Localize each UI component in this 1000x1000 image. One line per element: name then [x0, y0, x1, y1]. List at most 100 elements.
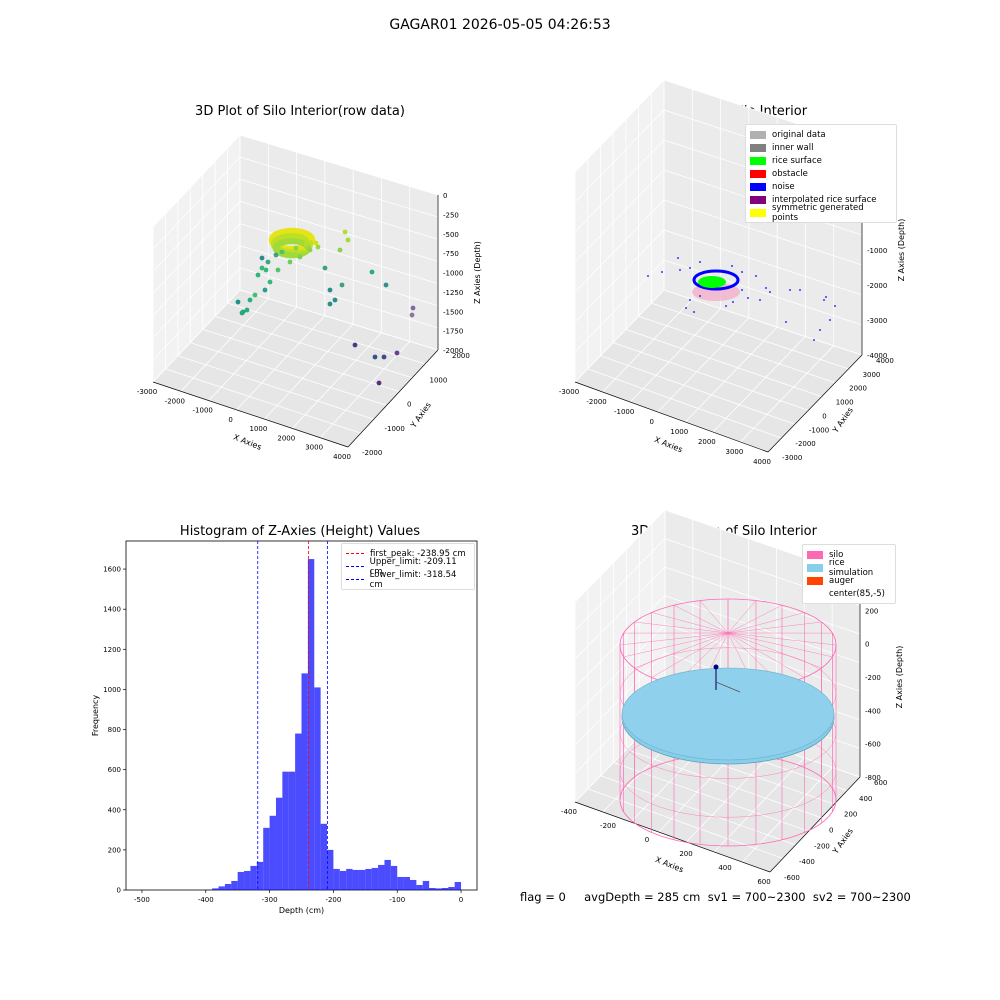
raw-gridline	[152, 179, 241, 272]
raw-data-point	[259, 255, 265, 261]
raw-y-axis-label: Y Axies	[408, 401, 433, 431]
histogram-y-tick-label: 200	[108, 846, 121, 854]
classify-legend-entry: interpolated rice surface	[750, 193, 892, 206]
raw-data-point	[259, 265, 265, 271]
classify-noise-point	[677, 257, 679, 259]
simulation-legend-entry: center(85,-5)	[807, 587, 891, 600]
simulation-y-tick-label: 600	[874, 779, 887, 787]
classify-legend-label: rice surface	[772, 155, 822, 166]
silo-wireframe-line	[651, 632, 729, 678]
histogram-bar	[371, 867, 379, 890]
raw-x-axis-label: X Axies	[232, 432, 263, 451]
classify-noise-point	[647, 275, 649, 277]
simulation-gridline	[600, 775, 796, 846]
classify-noise-point	[834, 305, 836, 307]
raw-y-tick-label: 1000	[430, 376, 448, 384]
raw-back-pane	[240, 135, 438, 350]
histogram-y-tick-label: 1400	[103, 606, 121, 614]
raw-x-axis-line	[152, 381, 349, 448]
classify-legend-entry: rice surface	[750, 154, 892, 167]
histogram-x-axis-label: Depth (cm)	[279, 906, 324, 915]
classify-noise-point	[785, 321, 787, 323]
histogram-y-tick-label: 0	[117, 887, 121, 895]
simulation-x-tick-label: -200	[600, 822, 616, 830]
classify-gridline	[663, 289, 863, 356]
simulation-gridline	[686, 748, 777, 843]
histogram-bar	[333, 868, 340, 890]
histogram-title: Histogram of Z-Axies (Height) Values	[179, 524, 421, 539]
status-footer: flag = 0 avgDepth = 285 cm sv1 = 700~230…	[520, 890, 911, 904]
simulation-x-axis-line	[574, 801, 771, 873]
raw-gridline	[180, 298, 269, 392]
raw-z-axis-label: Z Axies (Depth)	[473, 241, 482, 304]
classify-x-tick-label: -1000	[614, 408, 634, 416]
classify-gridline	[663, 229, 863, 296]
simulation-gridline	[664, 566, 861, 635]
raw-data-point	[313, 240, 319, 246]
classify-legend-swatch	[750, 195, 766, 204]
classify-gridline	[574, 169, 665, 263]
histogram-legend-swatch	[346, 579, 364, 580]
histogram-y-tick-label: 800	[108, 726, 121, 734]
histogram-legend-label: Lower_limit: -318.54 cm	[369, 569, 457, 590]
classify-gridline	[574, 199, 665, 293]
raw-x-tick-label: -2000	[165, 397, 185, 405]
raw-data-point	[342, 229, 348, 235]
histogram-bar	[378, 864, 385, 890]
classify-gridline	[651, 302, 849, 370]
classify-floor-pane	[575, 290, 862, 452]
classify-rice-surface	[698, 276, 726, 288]
classify-noise-point	[823, 299, 825, 301]
raw-axes-box	[152, 134, 439, 448]
raw-z-tick-label: -750	[443, 250, 459, 258]
simulation-z-tick-label: -800	[865, 774, 881, 782]
classify-legend-label: obstacle	[772, 168, 808, 179]
silo-wireframe-line	[651, 612, 729, 634]
raw-gridline	[239, 267, 439, 329]
simulation-x-tick-label: 0	[645, 836, 649, 844]
simulation-y-tick-label: -200	[814, 842, 830, 850]
classify-gridline	[574, 109, 665, 203]
classify-noise-point	[732, 301, 734, 303]
histogram-bar	[327, 849, 334, 890]
histogram-x-tick-label: -300	[262, 896, 278, 904]
histogram-x-tick-label: 0	[459, 896, 463, 904]
histogram-bar	[212, 888, 219, 890]
classify-y-tick-label: 4000	[876, 357, 894, 365]
simulation-x-tick-label: 200	[679, 850, 692, 858]
histogram-bar	[307, 559, 315, 890]
raw-gridline	[208, 306, 297, 401]
classify-points	[647, 257, 836, 341]
histogram-bar	[454, 881, 462, 890]
raw-data-point	[322, 265, 328, 271]
simulation-legend-entry: silo	[807, 548, 891, 561]
classify-legend-label: interpolated rice surface	[772, 194, 877, 205]
raw-gridline	[165, 368, 361, 434]
raw-gridline	[227, 302, 426, 365]
silo-wireframe-line	[727, 604, 783, 634]
histogram-bar	[403, 876, 410, 890]
raw-data-point	[327, 301, 333, 307]
histogram-bar	[416, 884, 423, 890]
classify-legend-swatch	[750, 156, 766, 165]
classify-left-pane	[575, 80, 664, 382]
raw-z-tick-label: -500	[443, 231, 459, 239]
raw-data-point	[297, 254, 303, 260]
classify-x-tick-label: 4000	[753, 458, 771, 466]
histogram-bar	[250, 865, 257, 890]
histogram-x-tick-label: -100	[389, 896, 405, 904]
raw-z-tick-label: -1750	[443, 328, 463, 336]
raw-data-point	[369, 269, 375, 275]
simulation-gridline	[664, 623, 861, 692]
simulation-y-tick-label: -400	[799, 858, 815, 866]
histogram-legend-swatch	[346, 553, 364, 554]
raw-gridline	[291, 332, 382, 429]
raw-data-point	[252, 292, 258, 298]
raw-x-tick-label: -3000	[137, 388, 157, 396]
classify-x-tick-label: 0	[649, 418, 653, 426]
silo-wireframe-line	[727, 632, 822, 669]
raw-gridline	[190, 342, 387, 406]
raw-data-point	[235, 299, 241, 305]
raw-gridline	[152, 267, 241, 361]
raw-data-point	[345, 237, 351, 243]
